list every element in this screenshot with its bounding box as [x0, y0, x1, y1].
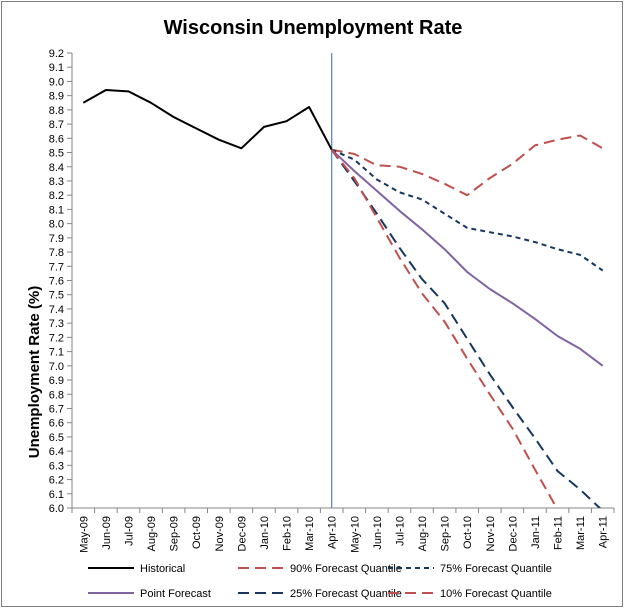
legend-label: 10% Forecast Quantile: [440, 588, 552, 600]
y-tick-label: 7.3: [49, 318, 64, 330]
x-tick-label: Jul-09: [123, 516, 135, 546]
y-tick-label: 6.8: [49, 389, 64, 401]
y-tick-label: 7.0: [49, 361, 64, 373]
x-axis-ticks: May-09 Jun-09 Jul-09 Aug-09 Sep-09 Oct-09 Nov-…: [71, 508, 615, 553]
y-tick-label: 9.2: [49, 48, 64, 60]
y-tick-label: 7.2: [49, 332, 64, 344]
y-tick-label: 6.4: [49, 446, 64, 458]
series-line-point-forecast: [331, 148, 604, 367]
series-line-90-forecast-quantile: [331, 134, 604, 197]
y-tick-label: 9.0: [49, 76, 64, 88]
x-tick-label: Apr-10: [327, 516, 339, 549]
chart-title: Wisconsin Unemployment Rate: [164, 17, 463, 39]
x-tick-label: Sep-10: [440, 516, 452, 551]
x-tick-label: Dec-10: [507, 516, 519, 551]
y-tick-label: 7.9: [49, 233, 64, 245]
legend: Historical 90% Forecast Quantile 75% Forec…: [88, 563, 552, 600]
y-tick-label: 7.4: [49, 304, 64, 316]
axes: [71, 53, 614, 509]
y-axis-label: Unemployment Rate (%): [26, 286, 43, 459]
y-tick-label: 8.5: [49, 148, 64, 160]
y-tick-label: 7.7: [49, 261, 64, 273]
series-line-historical: [82, 89, 333, 151]
legend-label: Point Forecast: [140, 588, 211, 600]
y-tick-label: 7.8: [49, 247, 64, 259]
legend-label: 90% Forecast Quantile: [290, 563, 402, 575]
x-tick-label: Jan-11: [530, 516, 542, 549]
series-line-25-forecast-quantile: [330, 149, 602, 508]
y-tick-label: 6.0: [49, 503, 64, 515]
x-tick-label: Mar-11: [575, 516, 587, 550]
y-tick-label: 8.6: [49, 133, 64, 145]
x-tick-label: Jun-09: [101, 516, 113, 550]
x-tick-label: Dec-09: [236, 516, 248, 551]
legend-label: 75% Forecast Quantile: [440, 563, 552, 575]
x-tick-label: Jun-10: [372, 516, 384, 550]
x-tick-label: Oct-10: [462, 516, 474, 549]
y-tick-label: 8.7: [49, 119, 64, 131]
x-tick-label: Mar-10: [304, 516, 316, 551]
y-tick-label: 8.2: [49, 190, 64, 202]
x-tick-label: Nov-10: [485, 516, 497, 551]
x-tick-label: Sep-09: [169, 516, 181, 551]
y-tick-label: 8.1: [49, 204, 64, 216]
x-tick-label: Feb-10: [282, 516, 294, 551]
y-tick-label: 8.3: [49, 176, 64, 188]
y-tick-label: 8.4: [49, 162, 64, 174]
series-line-75-forecast-quantile: [331, 148, 604, 272]
y-tick-label: 7.5: [49, 290, 64, 302]
y-tick-label: 6.9: [49, 375, 64, 387]
x-tick-label: Oct-09: [191, 516, 203, 549]
series-layer: [82, 89, 604, 508]
x-tick-label: Aug-10: [417, 516, 429, 551]
y-tick-label: 7.6: [49, 276, 64, 288]
y-tick-label: 6.1: [49, 489, 64, 501]
y-tick-label: 6.5: [49, 432, 64, 444]
x-tick-label: May-10: [349, 516, 361, 553]
y-axis-ticks: 6.0 6.1 6.2 6.3 6.4 6.5 6.6 6.7 6.8 6.9 7.0 7.1 7.2 7…: [49, 48, 72, 515]
legend-label: 25% Forecast Quantile: [290, 588, 402, 600]
series-line-10-forecast-quantile: [330, 149, 558, 508]
x-tick-label: Jan-10: [259, 516, 271, 550]
y-tick-label: 6.3: [49, 460, 64, 472]
x-tick-label: Aug-09: [146, 516, 158, 551]
legend-label: Historical: [140, 563, 185, 575]
y-tick-label: 8.8: [49, 105, 64, 117]
y-tick-label: 6.7: [49, 403, 64, 415]
y-tick-label: 9.1: [49, 62, 64, 74]
x-tick-label: Feb-11: [553, 516, 565, 550]
y-tick-label: 6.6: [49, 418, 64, 430]
y-tick-label: 8.0: [49, 219, 64, 231]
x-tick-label: Nov-09: [214, 516, 226, 551]
y-tick-label: 8.9: [49, 91, 64, 103]
x-tick-label: Apr-11: [598, 516, 610, 548]
x-tick-label: Jul-10: [394, 516, 406, 546]
x-tick-label: May-09: [78, 516, 90, 553]
y-tick-label: 6.2: [49, 475, 64, 487]
y-tick-label: 7.1: [49, 347, 64, 359]
